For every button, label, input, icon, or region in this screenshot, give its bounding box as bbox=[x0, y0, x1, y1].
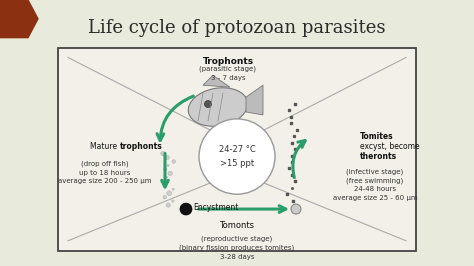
Text: Tomites: Tomites bbox=[360, 132, 393, 141]
Text: (infective stage)
(free swimming)
24-48 hours
average size 25 - 60 μm: (infective stage) (free swimming) 24-48 … bbox=[333, 168, 417, 201]
Text: Life cycle of protozoan parasites: Life cycle of protozoan parasites bbox=[88, 19, 386, 37]
Circle shape bbox=[165, 176, 168, 178]
Circle shape bbox=[165, 155, 169, 160]
Circle shape bbox=[163, 195, 166, 199]
Text: (reproductive stage)
(binary fission produces tomites)
3-28 days: (reproductive stage) (binary fission pro… bbox=[179, 236, 295, 260]
Text: (drop off fish)
up to 18 hours
average size 200 - 250 μm: (drop off fish) up to 18 hours average s… bbox=[58, 160, 152, 184]
Circle shape bbox=[172, 160, 175, 163]
Polygon shape bbox=[0, 0, 38, 38]
Circle shape bbox=[172, 200, 174, 202]
Circle shape bbox=[163, 179, 168, 184]
Polygon shape bbox=[246, 85, 263, 115]
Text: (parasitic stage)
3 - 7 days: (parasitic stage) 3 - 7 days bbox=[200, 66, 256, 81]
Circle shape bbox=[180, 203, 192, 215]
Circle shape bbox=[166, 203, 171, 207]
Circle shape bbox=[168, 171, 173, 176]
Circle shape bbox=[161, 151, 165, 156]
Text: Tomonts: Tomonts bbox=[219, 221, 255, 230]
Circle shape bbox=[291, 204, 301, 214]
Text: trophonts: trophonts bbox=[120, 142, 163, 151]
FancyBboxPatch shape bbox=[58, 48, 416, 251]
Text: Trophonts: Trophonts bbox=[202, 57, 254, 66]
Text: excyst, become: excyst, become bbox=[360, 142, 419, 151]
Circle shape bbox=[172, 188, 174, 190]
Circle shape bbox=[167, 164, 169, 167]
Polygon shape bbox=[203, 75, 230, 87]
Circle shape bbox=[164, 168, 167, 171]
Circle shape bbox=[167, 191, 172, 196]
Text: >15 ppt: >15 ppt bbox=[220, 159, 254, 168]
Ellipse shape bbox=[188, 88, 248, 126]
Circle shape bbox=[204, 101, 211, 107]
Text: theronts: theronts bbox=[360, 152, 397, 161]
Text: 24-27 °C: 24-27 °C bbox=[219, 145, 255, 154]
Text: Encystment: Encystment bbox=[193, 203, 239, 211]
Circle shape bbox=[163, 184, 166, 187]
Circle shape bbox=[199, 119, 275, 194]
Text: Mature: Mature bbox=[91, 142, 120, 151]
